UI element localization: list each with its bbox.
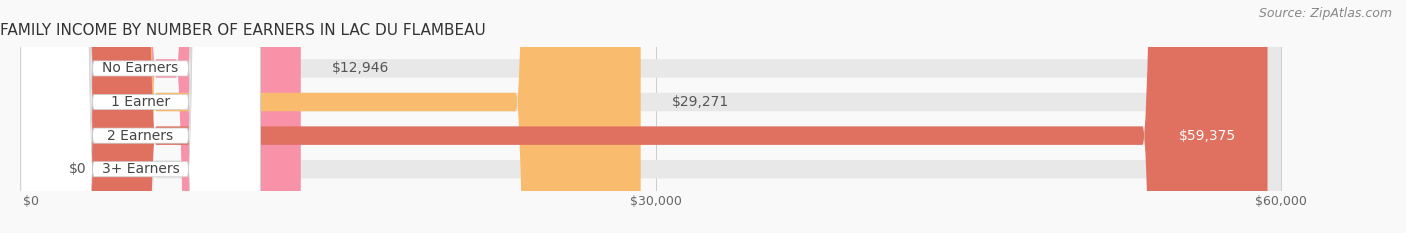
FancyBboxPatch shape [31, 0, 641, 233]
FancyBboxPatch shape [21, 0, 260, 233]
Text: 1 Earner: 1 Earner [111, 95, 170, 109]
FancyBboxPatch shape [31, 0, 1281, 233]
FancyBboxPatch shape [31, 0, 1268, 233]
FancyBboxPatch shape [31, 0, 1281, 233]
Text: $0: $0 [69, 162, 86, 176]
FancyBboxPatch shape [21, 0, 260, 233]
FancyBboxPatch shape [31, 0, 1281, 233]
Text: No Earners: No Earners [103, 62, 179, 75]
FancyBboxPatch shape [31, 0, 301, 233]
FancyBboxPatch shape [21, 0, 260, 233]
FancyBboxPatch shape [21, 0, 260, 233]
Text: $29,271: $29,271 [672, 95, 730, 109]
FancyBboxPatch shape [31, 0, 1281, 233]
Text: $12,946: $12,946 [332, 62, 389, 75]
Text: Source: ZipAtlas.com: Source: ZipAtlas.com [1258, 7, 1392, 20]
Text: $59,375: $59,375 [1180, 129, 1236, 143]
Text: 2 Earners: 2 Earners [107, 129, 173, 143]
Text: 3+ Earners: 3+ Earners [101, 162, 180, 176]
Text: FAMILY INCOME BY NUMBER OF EARNERS IN LAC DU FLAMBEAU: FAMILY INCOME BY NUMBER OF EARNERS IN LA… [0, 24, 485, 38]
